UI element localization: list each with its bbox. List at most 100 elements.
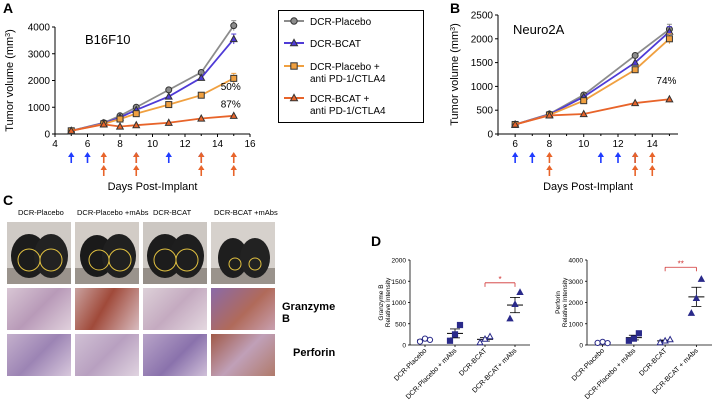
histology-perforin-placebo-mabs xyxy=(75,334,139,376)
chart-b-arrow-blue-1-head xyxy=(529,152,536,157)
chart-b-arrow-orange-2-b xyxy=(649,165,656,176)
chart-d1-y-label-2: Relative Intensity xyxy=(385,277,392,327)
chart-b-y-tick-label-2: 1000 xyxy=(471,82,494,93)
mouse-photo-placebo-mabs xyxy=(75,222,139,284)
chart-a-arrow-blue-3 xyxy=(165,152,172,163)
chart-d1-y-tick-label-0: 0 xyxy=(402,343,406,350)
chart-d2-y-label-2: Relative Intensity xyxy=(562,277,569,327)
chart-b-arrow-orange-2-a-head xyxy=(649,152,656,157)
chart-b-series-line-1 xyxy=(514,30,671,126)
chart-b-y-label: Tumor volume (mm3) xyxy=(449,23,461,126)
chart-a-arrow-orange-2-b xyxy=(198,165,205,176)
chart-b-y-tick-label-5: 2500 xyxy=(471,11,494,22)
chart-d1-point-0-2 xyxy=(426,336,434,344)
chart-b-arrow-blue-0 xyxy=(511,152,519,163)
chart-a-point-s2-3 xyxy=(132,110,140,118)
chart-a-point-s3-6 xyxy=(229,111,238,119)
chart-b-arrow-orange-0-b xyxy=(546,165,553,176)
chart-a-arrow-orange-0-b xyxy=(100,165,107,176)
panel-label-b: B xyxy=(450,0,461,16)
chart-a-arrow-orange-1-b-head xyxy=(133,165,140,170)
chart-a-point-s3-3 xyxy=(132,120,141,129)
chart-a-point-s1-5 xyxy=(197,73,206,81)
chart-a-arrow-orange-2-b-head xyxy=(198,165,205,170)
chart-a-arrow-orange-3-a xyxy=(230,152,237,163)
chart-d2-point-0-2 xyxy=(604,339,611,347)
chart-a-point-s3-0 xyxy=(67,126,76,134)
panel-c: DCR-Placebo DCR-Placebo +mAbs DCR-BCAT D… xyxy=(0,195,335,410)
row-label-perforin: Perforin xyxy=(293,347,336,359)
chart-b-arrow-orange-1-a xyxy=(631,152,639,163)
chart-b-arrow-blue-2-head xyxy=(597,152,605,157)
chart-d-perforin: 0 1000 2000 3000 4000 Perforin Relative Intens… xyxy=(555,258,712,401)
chart-a-x-tick-label-5: 14 xyxy=(212,139,224,150)
chart-d1-y-tick-label-2: 1000 xyxy=(392,300,407,307)
chart-b-arrow-orange-0-a-head xyxy=(546,152,553,157)
chart-b-arrow-orange-2-a xyxy=(649,152,656,163)
row-label-granzyme-b: Granzyme B xyxy=(282,301,336,325)
chart-d1-point-0-1 xyxy=(421,335,429,342)
chart-d1-y-label-1: Granzyme B xyxy=(378,284,385,320)
legend-marker-2 xyxy=(290,62,298,70)
chart-a-x-tick-label-3: 10 xyxy=(147,139,159,150)
chart-a-arrow-orange-1-a-head xyxy=(133,152,140,157)
chart-a-point-s1-6 xyxy=(229,34,238,43)
chart-a-x-label: Days Post-Implant xyxy=(108,181,198,193)
chart-a-arrow-blue-0 xyxy=(68,152,75,163)
chart-a-series-line-2 xyxy=(71,77,235,132)
chart-b-point-s3-2 xyxy=(579,109,588,118)
chart-d1-point-2-1 xyxy=(481,335,489,342)
chart-b-arrow-blue-1 xyxy=(529,152,536,163)
chart-b-arrow-orange-1-b-head xyxy=(631,165,639,170)
chart-b-arrow-orange-1-b xyxy=(631,165,639,176)
chart-d1-y-tick-label-4: 2000 xyxy=(392,258,407,265)
chart-d2-x-tick-label-0: DCR-Placebo xyxy=(571,347,606,382)
chart-d2-point-0-0 xyxy=(594,339,601,346)
mouse-photo-placebo xyxy=(7,222,71,284)
chart-a-arrow-orange-0-a-head xyxy=(100,152,107,157)
chart-d2-x-tick-label-1: DCR-Placebo + mAbs xyxy=(584,347,638,401)
chart-a-y-tick-label-0: 0 xyxy=(44,130,50,141)
legend-marker-1 xyxy=(289,38,299,47)
chart-d1-point-1-2 xyxy=(456,321,464,329)
chart-a-arrow-blue-1 xyxy=(84,152,91,163)
column-label-1: DCR-Placebo xyxy=(18,208,64,217)
chart-b-point-s2-3 xyxy=(631,66,639,74)
chart-d2-point-3-2 xyxy=(697,275,706,282)
chart-a-point-s3-2 xyxy=(115,122,125,130)
chart-d2-y-tick-label-0: 0 xyxy=(579,343,583,350)
chart-d2-y-tick-label-1: 1000 xyxy=(569,321,584,328)
histology-granzyme-placebo xyxy=(7,288,71,330)
chart-d1-significance: * xyxy=(498,275,501,284)
chart-d2-significance: ** xyxy=(678,259,684,268)
chart-a-point-s2-2 xyxy=(116,115,124,123)
histology-perforin-placebo xyxy=(7,334,71,376)
legend-marker-0 xyxy=(290,17,298,25)
chart-d1-point-3-0 xyxy=(506,314,514,322)
histology-granzyme-placebo-mabs xyxy=(75,288,139,330)
chart-b-title: Neuro2A xyxy=(513,22,565,37)
chart-a-arrow-orange-2-a-head xyxy=(198,152,205,157)
chart-b-y-tick-label-1: 500 xyxy=(476,106,493,117)
chart-a-arrow-orange-0-b-head xyxy=(100,165,107,170)
chart-a-point-s0-4 xyxy=(165,86,173,94)
chart-d2-y-tick-label-4: 4000 xyxy=(569,258,584,265)
chart-d2-point-2-1 xyxy=(661,336,669,344)
chart-a-point-s3-4 xyxy=(164,118,173,126)
chart-b-x-tick-label-2: 10 xyxy=(578,139,590,150)
chart-b-point-s3-1 xyxy=(545,110,554,119)
chart-b-x-tick-label-3: 12 xyxy=(612,139,624,150)
mouse-photo-bcat xyxy=(143,222,207,284)
chart-a-series-line-3 xyxy=(71,114,234,132)
chart-d2-point-3-0 xyxy=(687,309,696,316)
chart-d2-point-2-2 xyxy=(666,335,674,343)
chart-a-x-tick-label-1: 6 xyxy=(85,139,91,150)
chart-d2-point-0-1 xyxy=(599,338,606,345)
legend-label-1: DCR-BCAT xyxy=(310,39,361,50)
chart-a-annotation-1: 87% xyxy=(221,99,241,110)
chart-a-point-s2-6 xyxy=(230,74,238,82)
chart-b-point-s3-0 xyxy=(510,119,520,128)
chart-b-arrow-orange-0-a xyxy=(546,152,553,163)
chart-a-y-label: Tumor volume (mm3) xyxy=(4,29,16,132)
chart-d1-x-tick-label-1: DCR-Placebo + mAbs xyxy=(405,347,459,401)
